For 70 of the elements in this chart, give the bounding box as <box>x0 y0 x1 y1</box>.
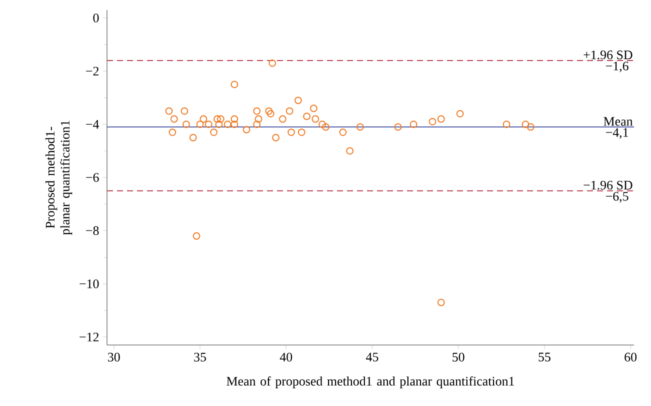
y-tick-label: −6 <box>86 173 99 182</box>
point <box>180 107 188 115</box>
point <box>230 115 238 123</box>
point <box>265 107 273 115</box>
point <box>286 107 294 115</box>
point <box>168 128 176 136</box>
point <box>254 115 262 123</box>
annotation: −1,6 <box>606 62 628 72</box>
point <box>200 115 208 123</box>
point <box>410 120 418 128</box>
point <box>192 232 200 240</box>
point <box>394 123 402 131</box>
point <box>294 96 302 104</box>
y-tick-label: 0 <box>93 14 99 22</box>
annotation: −6,5 <box>606 192 628 203</box>
point <box>522 120 530 128</box>
y-tick-label: −12 <box>80 332 99 342</box>
point <box>278 115 286 123</box>
x-axis-title: Mean of proposed method1 and planar quantification1 <box>226 376 514 388</box>
point <box>165 107 173 115</box>
point <box>182 120 190 128</box>
annotation: −4,1 <box>606 128 628 139</box>
point <box>346 147 354 155</box>
point <box>339 128 347 136</box>
x-tick-label: 60 <box>624 352 637 362</box>
point <box>272 134 280 142</box>
ref-line-label: −1.96 SD <box>584 180 632 190</box>
point <box>437 115 445 123</box>
point <box>526 123 534 131</box>
point <box>230 80 238 88</box>
point <box>204 120 212 128</box>
point <box>502 120 510 128</box>
y-tick-label: −2 <box>86 66 99 76</box>
ref-line-label: +1.96 SD <box>584 50 632 60</box>
point <box>253 107 261 115</box>
point <box>189 134 197 142</box>
point <box>266 110 274 118</box>
ref-line-label: Mean <box>604 117 633 126</box>
y-tick-label: −4 <box>86 120 100 129</box>
y-tick-label: −10 <box>80 279 99 288</box>
point <box>288 128 295 136</box>
point <box>214 115 221 123</box>
point <box>310 104 318 112</box>
x-tick-label: 35 <box>194 352 206 362</box>
point <box>428 118 436 126</box>
point <box>318 120 326 128</box>
point <box>253 120 261 128</box>
point <box>196 120 204 128</box>
point <box>170 115 178 123</box>
point <box>230 120 238 128</box>
point <box>322 123 330 131</box>
x-tick-label: 45 <box>366 352 378 362</box>
point <box>242 126 250 134</box>
point <box>268 59 276 67</box>
point <box>216 115 224 123</box>
point <box>210 128 218 136</box>
x-tick-label: 30 <box>108 352 120 362</box>
point <box>298 128 306 136</box>
y-tick-label: −8 <box>86 226 99 236</box>
x-tick-label: 40 <box>280 352 292 362</box>
point <box>224 120 232 128</box>
x-tick-label: 50 <box>452 352 464 362</box>
point <box>303 112 310 120</box>
point <box>312 115 320 123</box>
x-tick-label: 55 <box>538 352 550 362</box>
point <box>215 120 223 128</box>
point <box>437 298 445 306</box>
point <box>456 110 464 118</box>
point <box>356 123 364 131</box>
y-axis-title: Proposed method1-planar quantification1 <box>45 120 72 235</box>
